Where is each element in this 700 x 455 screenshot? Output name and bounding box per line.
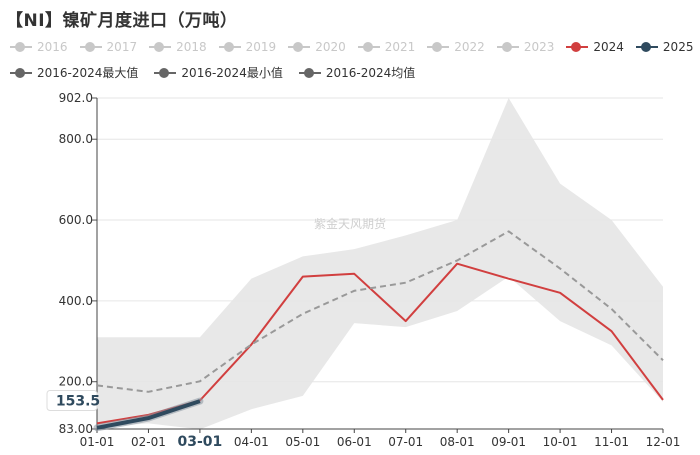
axis-pointer-box [46, 390, 98, 412]
x-tick-label: 02-01 [131, 435, 166, 449]
legend-symbol-icon [218, 41, 241, 53]
legend-label: 2024 [593, 40, 624, 54]
y-tick-label: 400.0 [59, 294, 93, 308]
legend-symbol-icon [154, 67, 177, 79]
series-line-2016-2024均值 [96, 230, 664, 393]
axis-pointer-label: 153.5 [56, 394, 100, 410]
y-tick-label: 83.00 [59, 422, 93, 436]
legend-label: 2016-2024均值 [325, 66, 416, 80]
legend-item-8[interactable]: 2024 [566, 40, 624, 54]
legend-row-2: 2016-2024最大值 2016-2024最小值 2016-2024均值 [10, 64, 431, 81]
legend-item-1[interactable]: 2017 [79, 40, 138, 54]
x-tick-label: 04-01 [234, 435, 269, 449]
legend-item-12[interactable]: 2016-2024均值 [298, 64, 416, 81]
x-tick-label: 01-01 [80, 435, 115, 449]
x-tick-label: 09-01 [491, 435, 526, 449]
legend-symbol-icon [635, 41, 658, 53]
x-tick-label: 11-01 [594, 435, 629, 449]
legend-label: 2016-2024最大值 [37, 66, 139, 80]
series-line-2025 [96, 399, 201, 430]
legend-item-6[interactable]: 2022 [427, 40, 485, 54]
legend-symbol-icon [10, 41, 32, 53]
legend-symbol-icon [427, 41, 450, 53]
range-band [97, 98, 663, 430]
legend-item-7[interactable]: 2023 [496, 40, 555, 54]
legend-symbol-icon [79, 41, 102, 53]
legend-item-5[interactable]: 2021 [357, 40, 416, 54]
legend-item-3[interactable]: 2019 [218, 40, 277, 54]
x-tick-label: 03-01 [178, 434, 223, 450]
x-tick-label: 06-01 [337, 435, 372, 449]
legend-symbol-icon [496, 41, 519, 53]
legend-symbol-icon [149, 41, 172, 53]
legend-label: 2019 [245, 40, 277, 54]
x-tick-label: 07-01 [388, 435, 423, 449]
legend-symbol-icon [298, 67, 321, 79]
y-tick-label: 902.0 [59, 91, 93, 105]
y-tick-label: 200.0 [59, 375, 93, 389]
x-tick-label: 12-01 [646, 435, 681, 449]
x-tick-label: 10-01 [543, 435, 578, 449]
legend-row-1: 2016 2017 2018 2019 2020 2021 2022 2023 2024 2025 [10, 40, 700, 54]
legend-item-4[interactable]: 2020 [288, 40, 346, 54]
chart-title: 【NI】镍矿月度进口（万吨） [6, 11, 238, 31]
y-tick-label: 600.0 [59, 213, 93, 227]
legend-label: 2018 [176, 40, 207, 54]
legend-item-0[interactable]: 2016 [10, 40, 68, 54]
legend-item-10[interactable]: 2016-2024最大值 [10, 64, 138, 81]
legend-label: 2016-2024最小值 [181, 66, 283, 80]
legend-item-11[interactable]: 2016-2024最小值 [154, 64, 283, 81]
watermark: 紫金天风期货 [314, 216, 386, 231]
legend-label: 2020 [315, 40, 346, 54]
legend-item-2[interactable]: 2018 [149, 40, 207, 54]
legend-label: 2023 [523, 40, 555, 54]
x-tick-label: 08-01 [440, 435, 475, 449]
legend-label: 2022 [454, 40, 485, 54]
legend-label: 2016 [37, 40, 68, 54]
legend-label: 2021 [384, 40, 416, 54]
legend-symbol-icon [566, 41, 589, 53]
legend-label: 2025 [662, 40, 694, 54]
legend-symbol-icon [288, 41, 311, 53]
y-tick-label: 800.0 [59, 132, 93, 146]
legend-label: 2017 [106, 40, 138, 54]
legend-symbol-icon [357, 41, 380, 53]
legend-item-9[interactable]: 2025 [635, 40, 694, 54]
legend-symbol-icon [10, 67, 32, 79]
x-tick-label: 05-01 [285, 435, 320, 449]
